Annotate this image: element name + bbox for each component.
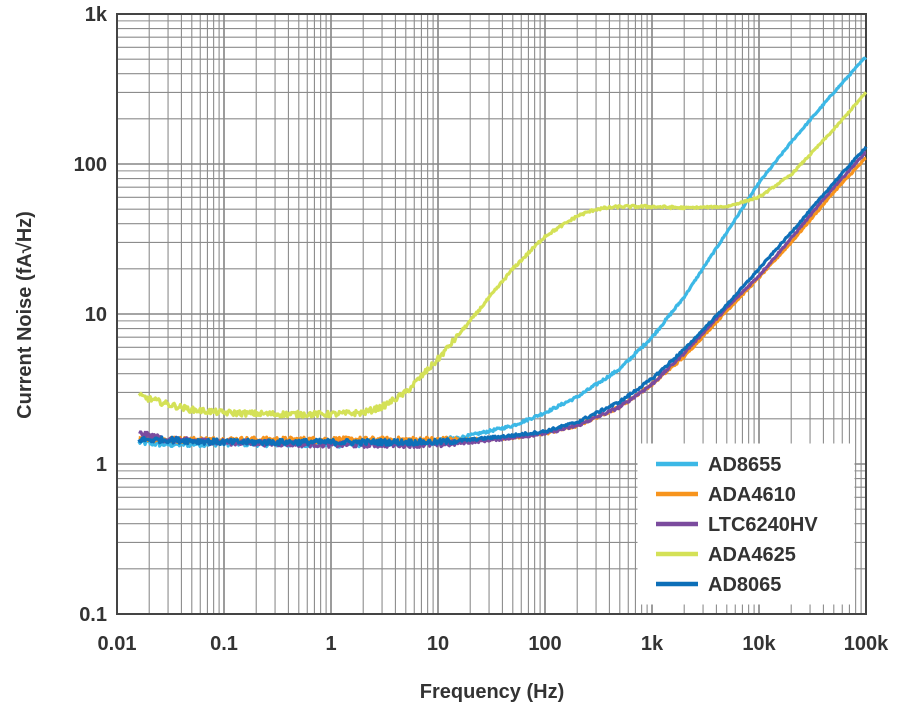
x-tick-label: 1k [641, 633, 664, 655]
x-tick-label: 100k [844, 633, 889, 655]
series-line-ada4625 [137, 91, 868, 419]
y-tick-label: 100 [74, 154, 107, 176]
y-axis-title: Current Noise (fA√Hz) [14, 211, 36, 419]
x-tick-labels: 0.01 0.1 1 10 100 1k 10k 100k [98, 633, 890, 655]
legend-label: AD8065 [708, 574, 781, 596]
x-tick-label: 10k [742, 633, 776, 655]
legend-label: ADA4610 [708, 484, 796, 506]
x-tick-label: 1 [325, 633, 336, 655]
legend-label: LTC6240HV [708, 514, 818, 536]
grid [117, 14, 866, 614]
x-tick-label: 0.01 [98, 633, 137, 655]
y-tick-label: 0.1 [79, 604, 107, 626]
plot-frame [116, 13, 867, 615]
legend: AD8655 ADA4610 LTC6240HV ADA4625 AD8065 [637, 443, 855, 605]
y-tick-label: 10 [85, 304, 107, 326]
x-tick-label: 10 [427, 633, 449, 655]
y-tick-labels: 0.1 1 10 100 1k [74, 4, 108, 626]
legend-label: ADA4625 [708, 544, 796, 566]
x-tick-label: 0.1 [210, 633, 238, 655]
legend-label: AD8655 [708, 454, 781, 476]
series-line-ad8065 [137, 146, 868, 447]
x-axis-title: Frequency (Hz) [420, 681, 564, 703]
y-tick-label: 1 [96, 454, 107, 476]
x-tick-label: 100 [528, 633, 561, 655]
series-layer [137, 56, 868, 449]
y-tick-label: 1k [85, 4, 108, 26]
